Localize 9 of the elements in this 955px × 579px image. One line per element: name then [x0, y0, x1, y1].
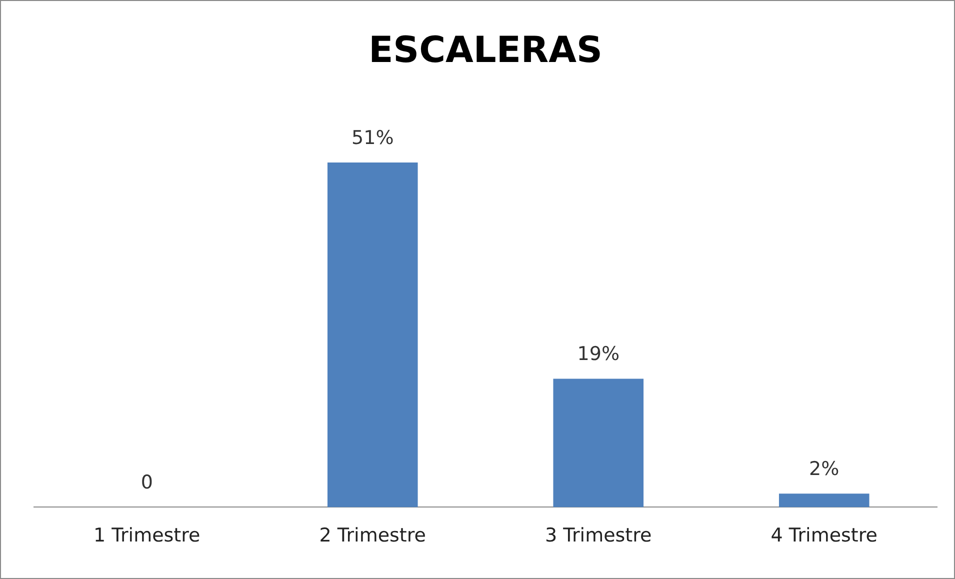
x-tick-label: 2 Trimestre — [319, 524, 426, 547]
x-tick-label: 3 Trimestre — [545, 524, 652, 547]
x-tick-label: 1 Trimestre — [94, 524, 200, 547]
data-label: 2% — [809, 458, 840, 480]
chart-title: ESCALERAS — [368, 30, 602, 71]
data-label: 0 — [140, 472, 153, 494]
x-tick-label: 4 Trimestre — [770, 524, 878, 547]
data-label: 19% — [577, 343, 620, 366]
data-label: 51% — [352, 126, 394, 149]
